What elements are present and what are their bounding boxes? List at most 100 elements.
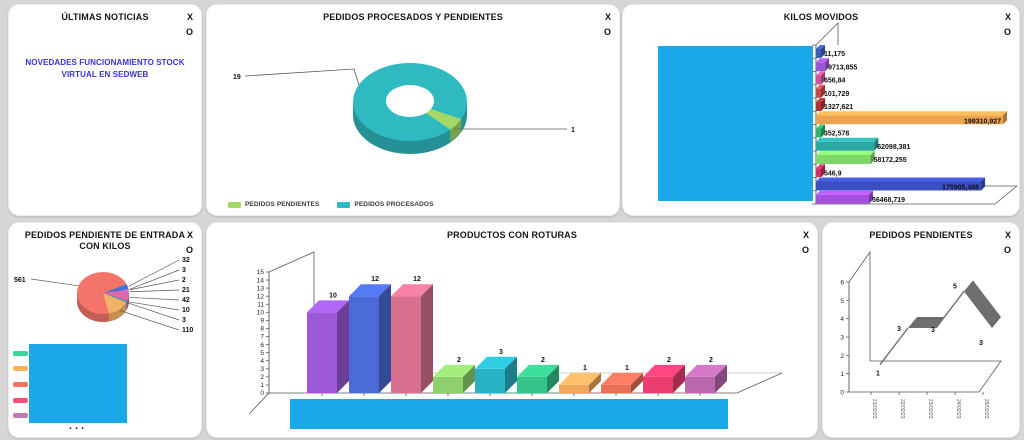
value-label: 101,729 — [824, 91, 849, 98]
donut-legend: PEDIDOS PENDIENTES PEDIDOS PROCESADOS — [228, 201, 434, 208]
panel-title: KILOS MOVIDOS — [783, 12, 859, 22]
bar-top — [517, 364, 559, 377]
bar-top — [816, 137, 879, 142]
bar-top — [643, 364, 685, 377]
bar — [816, 115, 1003, 125]
bar-top — [349, 284, 391, 297]
value-label: 1 — [571, 127, 575, 134]
value-label: 352,578 — [824, 131, 849, 138]
value-label: 62098,381 — [877, 144, 910, 151]
legend-item: PEDIDOS PENDIENTES — [228, 201, 319, 208]
bar — [475, 368, 505, 393]
bar-side — [821, 164, 825, 178]
redaction-box — [29, 344, 127, 423]
bar-top — [559, 372, 601, 385]
minimize-button[interactable]: O — [603, 27, 611, 37]
close-button[interactable]: X — [186, 12, 193, 22]
panel-title: PEDIDOS PROCESADOS Y PENDIENTES — [323, 12, 503, 22]
panel-productos-roturas: PRODUCTOS CON ROTURAS X O 0 1 2 3 4 5 6 7 8 9 10 11… — [206, 222, 818, 438]
value-label: 3 — [897, 326, 901, 333]
value-label: 2 — [541, 357, 545, 364]
legend-label: PEDIDOS PROCESADOS — [354, 201, 434, 208]
value-label: 10 — [329, 292, 337, 299]
bar — [816, 181, 982, 191]
minimize-button[interactable]: O — [185, 245, 193, 255]
minimize-button[interactable]: O — [1003, 27, 1011, 37]
bar-top — [816, 164, 825, 169]
bar-side — [821, 45, 825, 58]
y-tick-label: 14 — [257, 277, 265, 284]
value-label: 19 — [233, 74, 241, 81]
y-tick-label: 2 — [260, 374, 264, 381]
minimize-button[interactable]: O — [801, 245, 809, 255]
minimize-button[interactable]: O — [1003, 245, 1011, 255]
bar — [816, 141, 875, 151]
close-button[interactable]: X — [1004, 230, 1011, 240]
callout-line — [30, 278, 79, 287]
callout-line — [128, 259, 180, 287]
pie-slice — [77, 272, 127, 314]
value-label: 3 — [979, 340, 983, 347]
ribbon-line — [879, 327, 909, 366]
callout-line — [119, 310, 180, 331]
pie-slice — [103, 293, 128, 303]
callout-line — [244, 68, 360, 86]
bar — [816, 155, 871, 164]
x-label-group: 21/02/23 — [871, 399, 877, 419]
bar-top — [816, 124, 825, 129]
bar — [643, 376, 673, 393]
bar-side — [631, 372, 643, 393]
x-tick-label: 24/02/23 — [955, 399, 961, 419]
close-button[interactable]: X — [802, 230, 809, 240]
y-tick-label: 5 — [260, 350, 264, 357]
legend-swatch — [13, 382, 28, 387]
minimize-button[interactable]: O — [185, 27, 193, 37]
legend-item: PEDIDOS PROCESADOS — [337, 201, 433, 208]
bar-side — [379, 284, 391, 393]
bar — [816, 168, 821, 178]
bar-top — [307, 300, 349, 313]
ribbon-segment — [908, 317, 945, 328]
bar — [816, 102, 821, 111]
value-label: 1 — [876, 371, 880, 378]
wall-line — [815, 22, 839, 46]
bar-side — [463, 364, 475, 393]
legend-more-indicator: ... — [68, 420, 88, 432]
legend-swatch-pendientes — [228, 201, 241, 208]
value-label: 12 — [371, 276, 379, 283]
x-tick-label: 21/02/23 — [871, 399, 877, 419]
close-button[interactable]: X — [1004, 12, 1011, 22]
value-label: 656,84 — [824, 78, 846, 85]
close-button[interactable]: X — [186, 230, 193, 240]
wall-line — [848, 250, 871, 361]
x-label-group: 22/02/23 — [899, 399, 905, 419]
value-label: 1 — [625, 365, 629, 372]
pie-slice — [103, 293, 127, 303]
bar-side — [505, 356, 517, 393]
ribbon-line-chart: 0 1 2 3 4 5 6 21/02/23 22/02/23 23/02/23 24/02/23 2… — [840, 250, 1002, 419]
value-label: 3 — [499, 349, 503, 356]
panel-pedidos-procesados: PEDIDOS PROCESADOS Y PENDIENTES X O 19 1 … — [206, 4, 620, 216]
y-tick-label: 4 — [260, 358, 264, 365]
y-tick-label: 8 — [260, 326, 264, 333]
bar-top — [685, 364, 727, 377]
panel-ultimas-noticias: ÚLTIMAS NOTICIAS X O NOVEDADES FUNCIONAM… — [8, 4, 202, 216]
value-label: 3 — [182, 267, 186, 274]
legend-swatch — [13, 366, 28, 371]
news-link[interactable]: NOVEDADES FUNCIONAMIENTO STOCK VIRTUAL E… — [25, 58, 185, 80]
bar-side — [868, 190, 873, 204]
y-tick-label: 12 — [257, 293, 265, 300]
bar-side — [825, 58, 830, 72]
bar-top — [816, 111, 1007, 116]
legend-swatch — [13, 351, 28, 356]
y-tick-label: 5 — [840, 298, 844, 305]
y-tick-label: 1 — [260, 382, 264, 389]
y-tick-label: 3 — [840, 335, 844, 342]
pie-slice — [103, 289, 129, 293]
y-tick-label: 13 — [257, 285, 265, 292]
value-label: 2 — [667, 357, 671, 364]
close-button[interactable]: X — [604, 12, 611, 22]
